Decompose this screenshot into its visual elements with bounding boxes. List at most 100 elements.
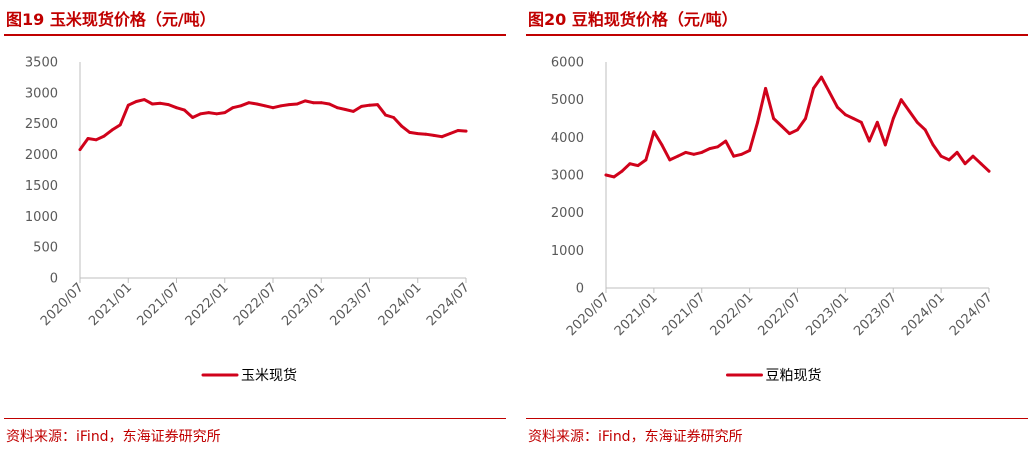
data-point (692, 152, 696, 156)
data-point (708, 147, 712, 150)
x-tick-label: 2021/01 (86, 280, 135, 329)
data-point (215, 112, 219, 116)
data-point (875, 120, 879, 124)
y-tick-label: 1000 (551, 244, 584, 259)
corn-chart-source: 资料来源：iFind，东海证券研究所 (6, 429, 221, 445)
data-point (979, 162, 983, 166)
data-point (78, 148, 82, 151)
data-point (263, 104, 267, 108)
data-point (167, 103, 170, 106)
data-point (424, 132, 428, 136)
series-line (604, 75, 991, 179)
x-tick-label: 2023/01 (279, 280, 328, 329)
data-point (456, 129, 460, 132)
data-point (142, 98, 146, 101)
x-tick-label: 2021/01 (612, 290, 661, 339)
y-tick-label: 500 (33, 241, 58, 256)
data-point (352, 110, 355, 113)
legend-label: 豆粕现货 (766, 367, 822, 384)
y-tick-label: 3000 (551, 169, 584, 184)
data-point (448, 132, 452, 135)
data-point (636, 164, 640, 167)
x-tick-label: 2020/07 (38, 280, 87, 329)
data-point (844, 113, 847, 117)
data-point (987, 169, 991, 173)
data-point (628, 162, 632, 166)
data-point (684, 151, 688, 154)
y-tick-label: 2000 (25, 148, 58, 163)
x-tick-label: 2023/07 (851, 290, 900, 339)
data-point (604, 173, 608, 177)
data-point (175, 106, 178, 110)
data-point (408, 131, 412, 134)
data-point (764, 87, 767, 90)
data-point (199, 112, 203, 116)
y-tick-label: 0 (50, 272, 58, 287)
y-tick-label: 3000 (25, 86, 58, 101)
data-point (327, 102, 331, 106)
data-point (247, 101, 251, 105)
data-point (118, 123, 122, 127)
y-tick-label: 6000 (551, 56, 584, 71)
y-tick-label: 4000 (551, 131, 584, 146)
data-point (102, 134, 106, 138)
data-point (812, 87, 815, 90)
data-point (883, 143, 887, 147)
data-point (384, 113, 387, 117)
data-point (836, 105, 839, 109)
data-point (971, 154, 975, 158)
data-point (319, 101, 323, 105)
legend-label: 玉米现货 (241, 367, 297, 384)
data-point (724, 139, 728, 143)
data-point (740, 152, 743, 156)
data-point (279, 104, 283, 108)
data-point (676, 154, 680, 158)
data-point (440, 135, 444, 139)
data-point (86, 137, 90, 140)
data-point (859, 120, 863, 124)
y-tick-label: 2500 (25, 117, 58, 132)
data-point (271, 106, 275, 110)
data-point (344, 108, 347, 111)
title-divider (4, 34, 506, 36)
y-tick-label: 0 (576, 282, 584, 297)
x-tick-label: 2023/07 (328, 280, 377, 329)
data-point (644, 158, 648, 162)
data-point (303, 99, 307, 103)
data-point (947, 158, 951, 162)
data-point (335, 106, 339, 110)
data-point (376, 103, 379, 106)
data-point (788, 132, 791, 135)
x-tick-label: 2021/07 (660, 290, 709, 339)
data-point (660, 143, 664, 147)
data-point (899, 98, 903, 102)
data-point (368, 103, 371, 107)
x-tick-label: 2024/01 (376, 280, 425, 329)
data-point (134, 100, 138, 103)
data-point (400, 124, 404, 128)
corn-chart-title: 图19 玉米现货价格（元/吨） (6, 10, 216, 29)
data-point (94, 138, 98, 142)
source-divider (526, 418, 1028, 419)
data-point (126, 103, 130, 107)
soymeal-chart-source: 资料来源：iFind，东海证券研究所 (528, 429, 743, 445)
data-point (159, 101, 162, 105)
x-tick-label: 2023/01 (803, 290, 852, 339)
data-point (668, 158, 672, 162)
x-tick-label: 2024/07 (424, 280, 473, 329)
x-tick-label: 2022/01 (183, 280, 232, 329)
soymeal-chart-title: 图20 豆粕现货价格（元/吨） (528, 10, 738, 29)
data-point (620, 169, 624, 173)
y-tick-label: 2000 (551, 206, 584, 221)
data-point (311, 101, 315, 105)
data-point (239, 104, 243, 108)
data-point (652, 130, 656, 134)
y-tick-label: 1000 (25, 210, 58, 225)
data-point (360, 105, 363, 108)
y-tick-label: 3500 (25, 56, 58, 71)
data-point (416, 132, 420, 135)
x-tick-label: 2024/01 (899, 290, 948, 339)
data-point (756, 120, 759, 124)
